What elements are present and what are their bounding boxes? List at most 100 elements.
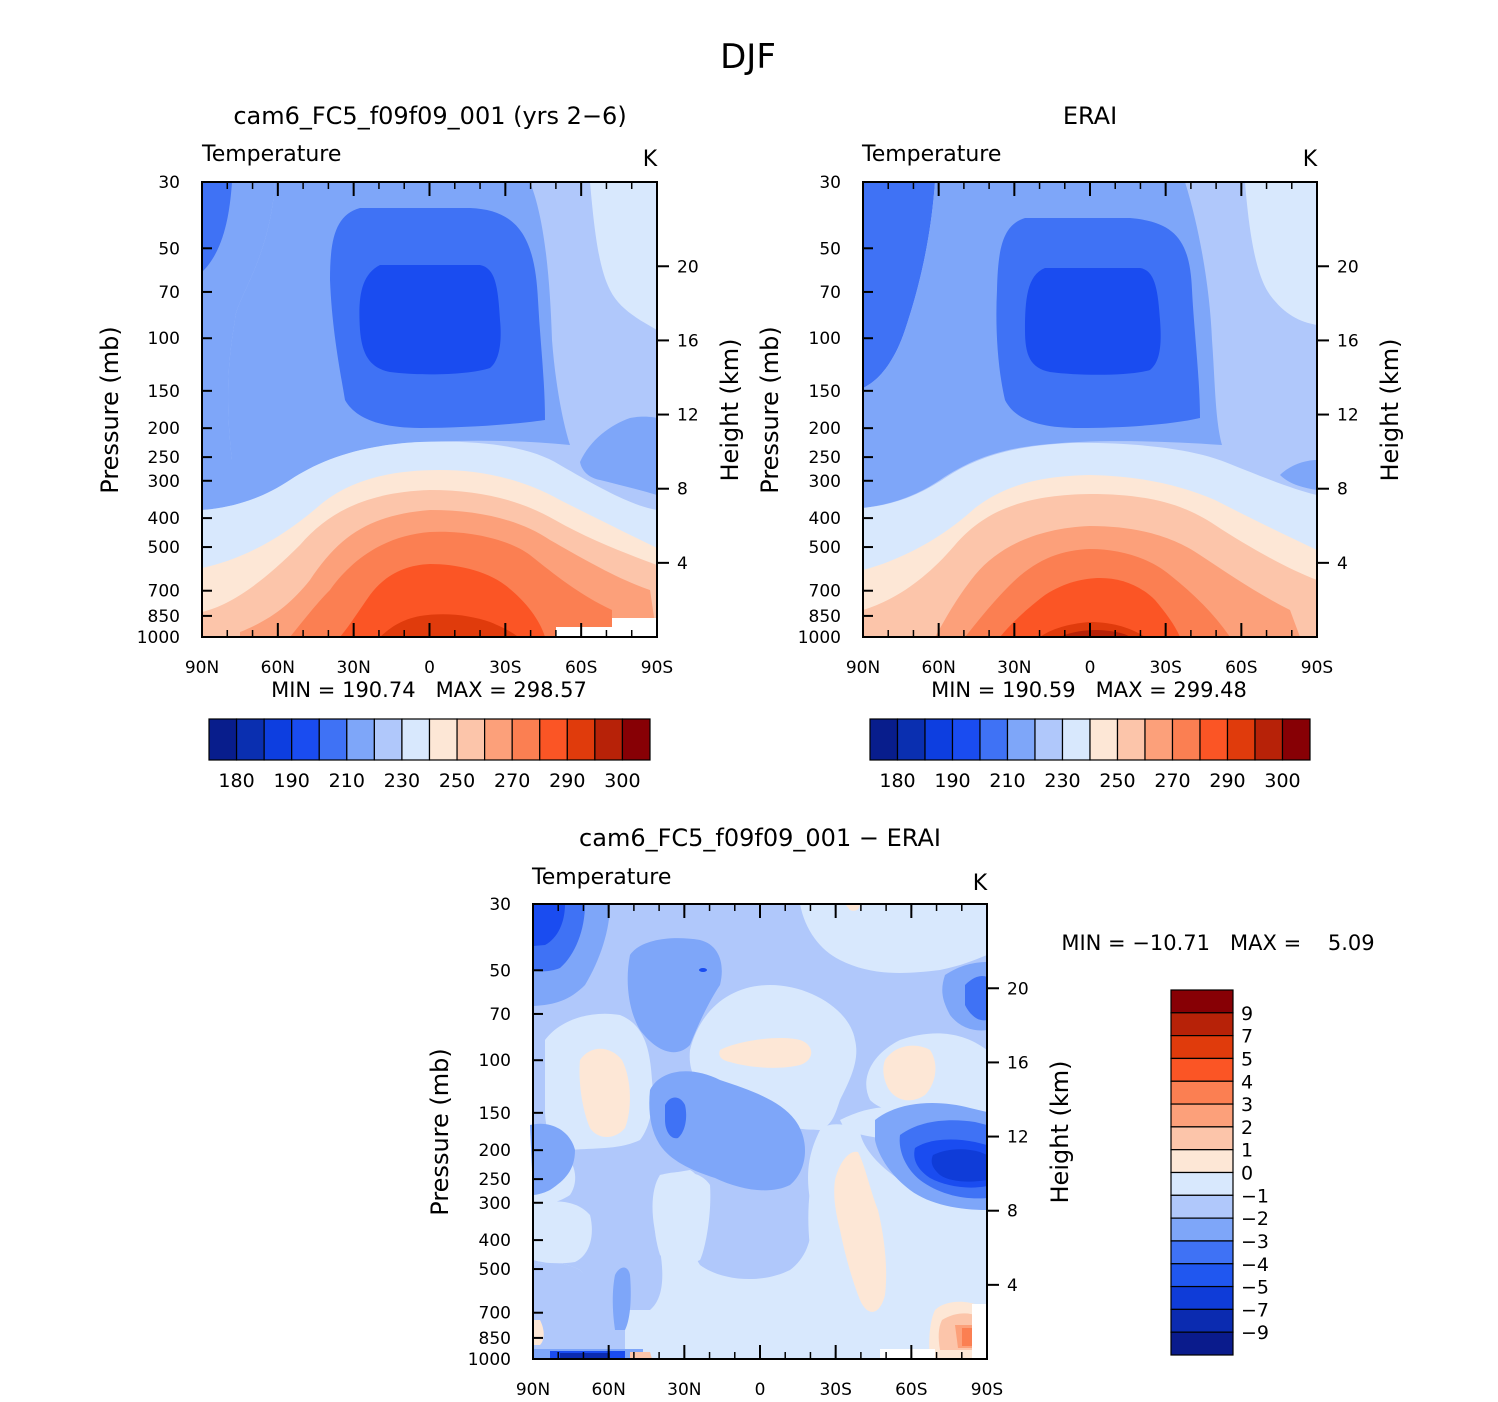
colorbar-box (1170, 1240, 1234, 1265)
colorbar-label: 3 (1241, 1094, 1253, 1116)
y-tick-label: 400 (148, 509, 180, 529)
x-tick-label: 90N (846, 658, 880, 678)
colorbar-box (1170, 1285, 1234, 1310)
colorbar-box (1170, 1035, 1234, 1060)
x-tick-label: 0 (755, 1380, 766, 1400)
x-tick-label: 30S (489, 658, 521, 678)
colorbar-label: 5 (1241, 1048, 1253, 1070)
y-tick-label: 500 (809, 538, 841, 558)
y-tick-label: 300 (148, 472, 180, 492)
y-tick-label: 1000 (798, 628, 841, 648)
colorbar-label: 230 (1044, 770, 1080, 792)
colorbar-label: 270 (494, 770, 530, 792)
colorbar-box (346, 718, 375, 761)
colorbar-label: 250 (439, 770, 475, 792)
y-tick-label: 30 (158, 173, 180, 193)
panel-diff-ylabel: Pressure (mb) (426, 1048, 454, 1215)
colorbar-label: 9 (1241, 1003, 1253, 1025)
colorbar-label: −3 (1241, 1231, 1269, 1253)
colorbar-label: 250 (1099, 770, 1135, 792)
x-tick-label: 90S (641, 658, 673, 678)
y-right-tick-label: 16 (677, 331, 699, 351)
colorbar-box (484, 718, 513, 761)
y-tick-label: 850 (148, 607, 180, 627)
x-tick-label: 0 (1085, 658, 1096, 678)
y-right-tick-label: 12 (1337, 406, 1359, 426)
panel-model-left-string: Temperature (201, 142, 341, 167)
y-tick-label: 850 (479, 1329, 511, 1349)
colorbar-label: 190 (274, 770, 310, 792)
colorbar-box (1170, 989, 1234, 1014)
colorbar-box (511, 718, 541, 761)
y-right-tick-label: 4 (677, 554, 688, 574)
panel-erai-left-string: Temperature (861, 142, 1001, 167)
panel-model-colorbar: 180 190 210 230 250 270 290 300 (208, 718, 651, 792)
x-tick-label: 90N (516, 1380, 550, 1400)
colorbar-label: 210 (989, 770, 1025, 792)
colorbar-label: −1 (1241, 1185, 1269, 1207)
panel-model-ylabel-right: Height (km) (716, 339, 744, 482)
y-tick-label: 250 (479, 1170, 511, 1190)
colorbar-box (1170, 1194, 1234, 1219)
colorbar-box (979, 718, 1009, 761)
y-tick-label: 250 (148, 448, 180, 468)
colorbar-box (208, 718, 238, 761)
colorbar-label: −2 (1241, 1208, 1269, 1230)
colorbar-label: 290 (549, 770, 585, 792)
y-tick-label: 300 (809, 472, 841, 492)
colorbar-box (869, 718, 899, 761)
panel-erai-contours (863, 182, 1317, 637)
colorbar-box (539, 718, 568, 761)
colorbar-box (1089, 718, 1119, 761)
colorbar-label: 290 (1209, 770, 1245, 792)
y-right-tick-label: 20 (1337, 257, 1359, 277)
colorbar-label: −7 (1241, 1299, 1269, 1321)
colorbar-box (373, 718, 403, 761)
y-right-tick-label: 16 (1337, 331, 1359, 351)
colorbar-box (951, 718, 981, 761)
colorbar-box (924, 718, 954, 761)
colorbar-box (1199, 718, 1229, 761)
colorbar-box (1170, 1263, 1234, 1288)
colorbar-label: 270 (1154, 770, 1190, 792)
colorbar-box (456, 718, 486, 761)
y-right-tick-label: 4 (1007, 1276, 1018, 1296)
y-tick-label: 150 (479, 1104, 511, 1124)
x-tick-label: 60N (591, 1380, 625, 1400)
panel-model-ylabel: Pressure (mb) (96, 326, 124, 493)
x-tick-label: 30N (997, 658, 1031, 678)
x-tick-label: 60S (895, 1380, 927, 1400)
colorbar-label: 180 (218, 770, 254, 792)
y-tick-label: 500 (148, 538, 180, 558)
colorbar-box (1170, 1057, 1234, 1082)
panel-diff-left-string: Temperature (531, 865, 671, 890)
colorbar-box (1170, 1308, 1234, 1333)
panel-model-title: cam6_FC5_f09f09_001 (yrs 2−6) (233, 102, 626, 130)
colorbar-box (621, 718, 651, 761)
colorbar-label: 2 (1241, 1117, 1253, 1139)
colorbar-label: 0 (1241, 1163, 1253, 1185)
y-right-tick-label: 8 (1337, 480, 1348, 500)
y-tick-label: 70 (819, 283, 841, 303)
panel-diff-contours (530, 904, 987, 1359)
panel-model-minmax: MIN = 190.74 MAX = 298.57 (271, 678, 587, 702)
x-tick-label: 0 (424, 658, 435, 678)
y-tick-label: 50 (489, 961, 511, 981)
colorbar-box (428, 718, 458, 761)
colorbar-label: 190 (934, 770, 970, 792)
y-tick-label: 850 (809, 607, 841, 627)
y-tick-label: 150 (148, 382, 180, 402)
colorbar-label: 210 (329, 770, 365, 792)
x-tick-label: 60N (921, 658, 955, 678)
colorbar-box (1170, 1126, 1234, 1151)
y-tick-label: 250 (809, 448, 841, 468)
colorbar-box (1034, 718, 1064, 761)
panel-diff: cam6_FC5_f09f09_001 − ERAI Temperature K (426, 824, 1375, 1400)
x-tick-label: 30N (667, 1380, 701, 1400)
panel-erai-units: K (1303, 147, 1318, 172)
y-tick-label: 300 (479, 1194, 511, 1214)
y-tick-label: 700 (809, 582, 841, 602)
colorbar-box (1226, 718, 1256, 761)
panel-diff-title: cam6_FC5_f09f09_001 − ERAI (579, 824, 941, 852)
